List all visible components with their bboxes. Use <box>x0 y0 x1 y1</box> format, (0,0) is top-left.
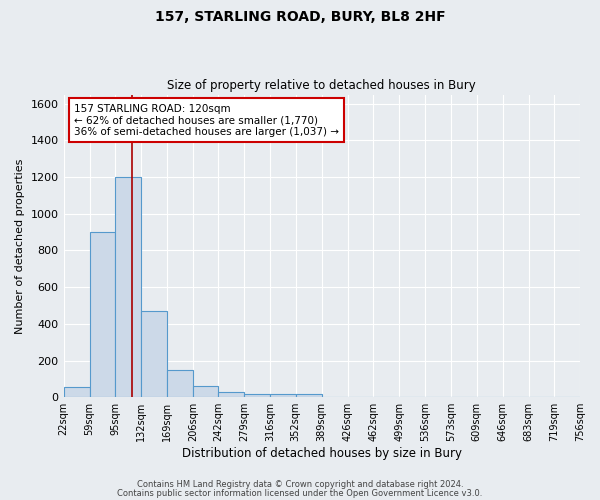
Title: Size of property relative to detached houses in Bury: Size of property relative to detached ho… <box>167 79 476 92</box>
Y-axis label: Number of detached properties: Number of detached properties <box>15 158 25 334</box>
X-axis label: Distribution of detached houses by size in Bury: Distribution of detached houses by size … <box>182 447 462 460</box>
Bar <box>115 177 141 397</box>
Bar <box>89 232 115 397</box>
Text: Contains HM Land Registry data © Crown copyright and database right 2024.: Contains HM Land Registry data © Crown c… <box>137 480 463 489</box>
Text: Contains public sector information licensed under the Open Government Licence v3: Contains public sector information licen… <box>118 488 482 498</box>
Bar <box>64 387 89 397</box>
Text: 157 STARLING ROAD: 120sqm
← 62% of detached houses are smaller (1,770)
36% of se: 157 STARLING ROAD: 120sqm ← 62% of detac… <box>74 104 339 137</box>
Bar <box>141 311 167 397</box>
Bar <box>296 394 322 397</box>
Bar <box>244 394 271 397</box>
Bar <box>218 392 244 397</box>
Bar <box>271 394 296 397</box>
Text: 157, STARLING ROAD, BURY, BL8 2HF: 157, STARLING ROAD, BURY, BL8 2HF <box>155 10 445 24</box>
Bar <box>193 386 218 397</box>
Bar <box>167 370 193 397</box>
